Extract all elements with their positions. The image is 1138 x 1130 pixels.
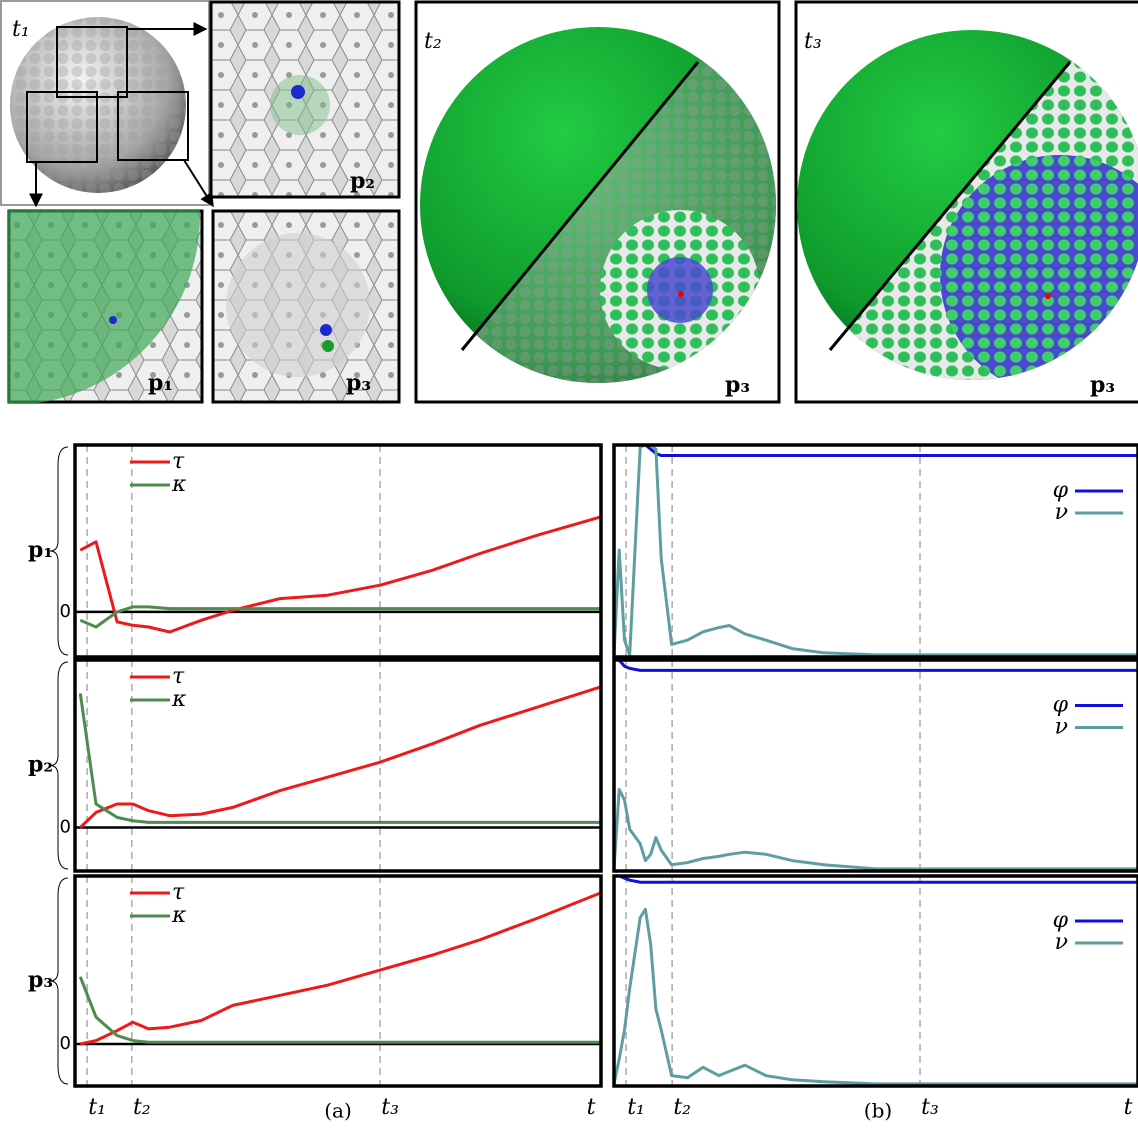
brace (49, 877, 69, 1085)
plot-frame (73, 658, 603, 873)
plot-frame (612, 658, 1138, 873)
x-tick-label: t₃ (381, 1095, 399, 1120)
plot-frame (73, 443, 603, 659)
inset-p2-point (291, 85, 305, 99)
legend-label: φ (1053, 693, 1069, 718)
x-tick-label: t₂ (673, 1095, 691, 1120)
inset-p3-label: p₃ (346, 370, 371, 396)
sphere-t3-point: p₃ (1090, 372, 1115, 398)
cut-line (828, 61, 1072, 351)
y-tick-label: 0 (60, 816, 71, 837)
legend-label: τ (172, 880, 185, 905)
series-line (614, 907, 1138, 1086)
legend-label: ν (1055, 930, 1068, 955)
inset-p3-point (320, 324, 332, 336)
brace (49, 446, 69, 656)
y-tick-label: 0 (60, 1033, 71, 1054)
legend-label: ν (1055, 715, 1068, 740)
sphere-t2-half (420, 62, 776, 383)
inset-p1-label: p₁ (148, 370, 173, 396)
cut-line (460, 61, 700, 351)
legend-label: τ (172, 664, 185, 689)
inset-p2-label: p₂ (350, 168, 375, 194)
series-line (614, 788, 1138, 871)
x-tick-label: t₂ (133, 1095, 151, 1120)
series-line (78, 693, 601, 824)
plot-frame (612, 443, 1138, 659)
series-line (79, 685, 601, 829)
x-axis-label: t (587, 1095, 596, 1120)
x-axis-label: t (1124, 1095, 1133, 1120)
sphere-t2-label: t₂ (424, 29, 442, 54)
inset-p2-patch (270, 75, 330, 135)
inset-p3-point2 (322, 340, 334, 352)
series-line (614, 445, 1138, 457)
legend-label: κ (171, 472, 187, 497)
zoom-boxes (26, 22, 214, 208)
plot-frame (612, 874, 1138, 1088)
series-line (614, 445, 1138, 657)
inset-p1-point (109, 316, 117, 324)
plot-frame (73, 874, 603, 1088)
legend-label: κ (171, 903, 187, 928)
x-tick-label: t₁ (627, 1095, 645, 1120)
x-tick-label: t₁ (88, 1095, 106, 1120)
legend-label: φ (1053, 478, 1069, 503)
row-label: p₁ (28, 537, 53, 563)
legend-label: ν (1055, 500, 1068, 525)
overview-label: t₁ (12, 17, 30, 42)
x-tick-label: t₃ (921, 1095, 939, 1120)
legend-label: φ (1053, 908, 1069, 933)
sphere-t3-label: t₃ (804, 29, 822, 54)
caption-a: (a) (324, 1099, 352, 1123)
series-line (79, 605, 601, 629)
inset-p3-cap (226, 233, 370, 377)
inset-p1-region (8, 210, 200, 403)
legend-label: κ (171, 687, 187, 712)
series-line (79, 891, 601, 1046)
y-tick-label: 0 (60, 601, 71, 622)
row-label: p₂ (28, 752, 53, 778)
legend-label: τ (172, 449, 185, 474)
caption-b: (b) (864, 1099, 892, 1123)
series-line (78, 976, 601, 1044)
brace (49, 661, 69, 870)
series-line (614, 660, 1138, 672)
series-line (79, 515, 601, 634)
sphere-t2-point: p₃ (725, 372, 750, 398)
series-line (614, 876, 1138, 884)
row-label: p₃ (28, 967, 53, 993)
